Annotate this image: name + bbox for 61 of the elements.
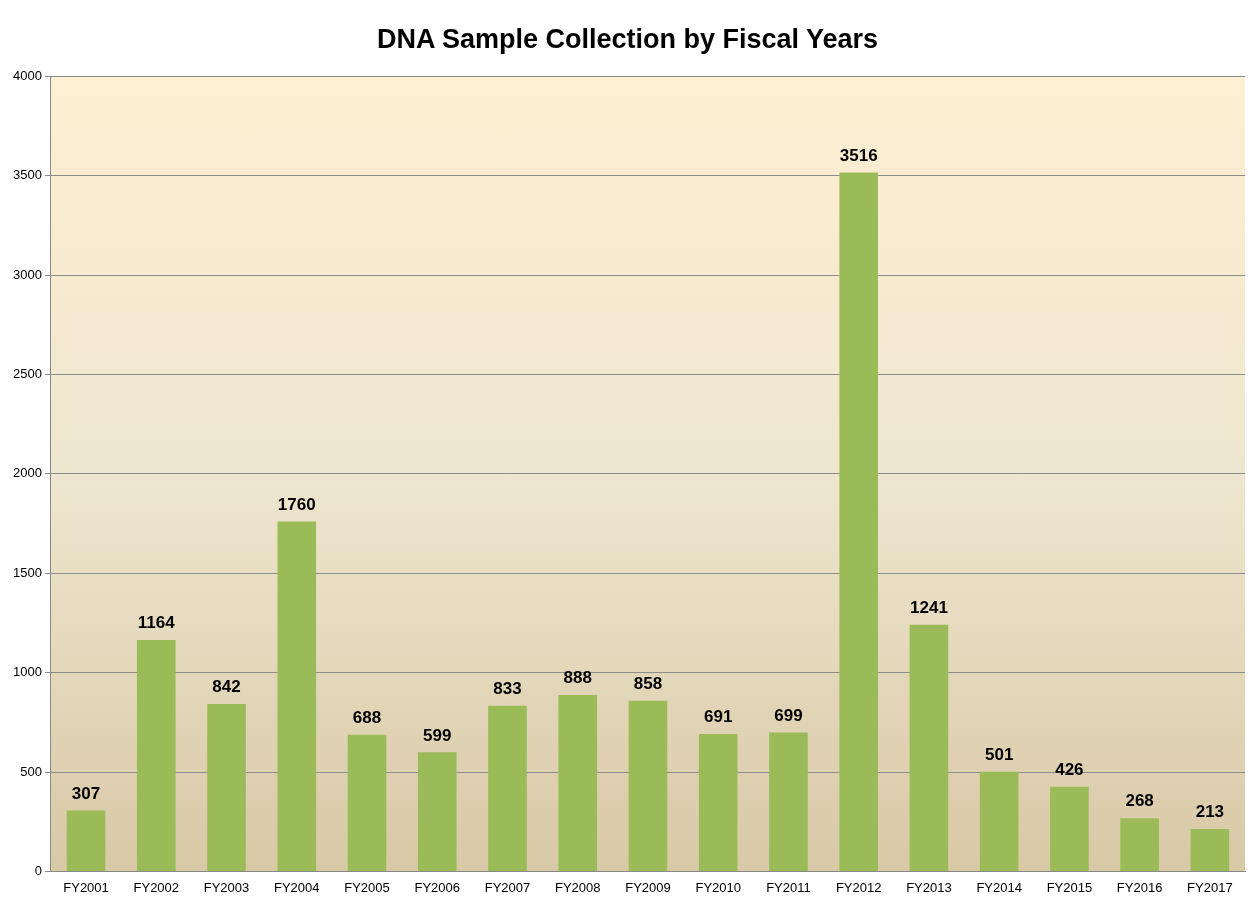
- y-tick-label: 0: [34, 862, 42, 878]
- y-tick-label: 2000: [13, 465, 42, 481]
- x-tick-label: FY2010: [695, 879, 741, 895]
- y-tick-label: 2500: [13, 366, 42, 382]
- data-label: 858: [633, 674, 663, 694]
- x-tick-label: FY2003: [203, 879, 250, 895]
- x-tick-label: FY2016: [1116, 879, 1163, 895]
- x-tick-label: FY2004: [273, 879, 320, 895]
- x-tick-label: FY2015: [1046, 879, 1093, 895]
- data-label: 268: [1125, 791, 1154, 811]
- bar: [628, 700, 668, 871]
- x-tick-label: FY2017: [1187, 879, 1233, 895]
- data-label: 888: [563, 668, 592, 688]
- data-label: 599: [423, 725, 452, 745]
- bar: [207, 704, 246, 871]
- data-label: 3516: [839, 145, 878, 165]
- data-label: 833: [493, 679, 522, 699]
- bar: [347, 734, 387, 871]
- x-tick-label: FY2005: [344, 879, 390, 895]
- data-label: 426: [1055, 759, 1084, 779]
- x-tick-label: FY2002: [133, 879, 180, 895]
- y-tick-label: 500: [20, 763, 42, 779]
- bar: [979, 771, 1019, 871]
- x-tick-label: FY2007: [484, 879, 531, 895]
- data-label: 688: [352, 707, 382, 727]
- data-label: 213: [1195, 802, 1225, 822]
- x-tick-label: FY2014: [976, 879, 1022, 895]
- bar: [1120, 818, 1159, 871]
- y-tick-label: 4000: [13, 67, 42, 83]
- bar: [417, 752, 457, 871]
- bar: [136, 640, 176, 871]
- x-tick-label: FY2006: [414, 879, 461, 895]
- y-tick-label: 1000: [13, 664, 42, 680]
- y-tick-label: 3500: [13, 167, 42, 183]
- data-label: 307: [71, 783, 101, 803]
- x-tick-label: FY2008: [554, 879, 601, 895]
- x-tick-label: FY2001: [63, 879, 109, 895]
- bar: [488, 705, 527, 871]
- y-tick-label: 3000: [13, 266, 42, 282]
- bar: [66, 810, 106, 871]
- data-label: 699: [774, 705, 803, 725]
- data-label: 842: [212, 677, 241, 697]
- x-tick-label: FY2013: [906, 879, 952, 895]
- data-label: 1241: [910, 597, 948, 617]
- data-label: 1760: [277, 494, 316, 514]
- bar: [839, 172, 878, 871]
- chart-title: DNA Sample Collection by Fiscal Years: [376, 23, 879, 54]
- bar: [698, 734, 738, 871]
- data-label: 691: [704, 707, 733, 727]
- x-tick-label: FY2009: [625, 879, 671, 895]
- x-tick-label: FY2011: [766, 879, 811, 895]
- y-tick-label: 1500: [13, 564, 42, 580]
- bar: [277, 521, 317, 871]
- bar: [769, 732, 808, 871]
- bar: [558, 694, 598, 871]
- x-tick-label: FY2012: [835, 879, 882, 895]
- data-label: 1164: [137, 613, 176, 633]
- data-label: 501: [984, 745, 1014, 765]
- bar: [1050, 786, 1089, 871]
- bar: [1190, 829, 1230, 871]
- bar: [909, 624, 949, 871]
